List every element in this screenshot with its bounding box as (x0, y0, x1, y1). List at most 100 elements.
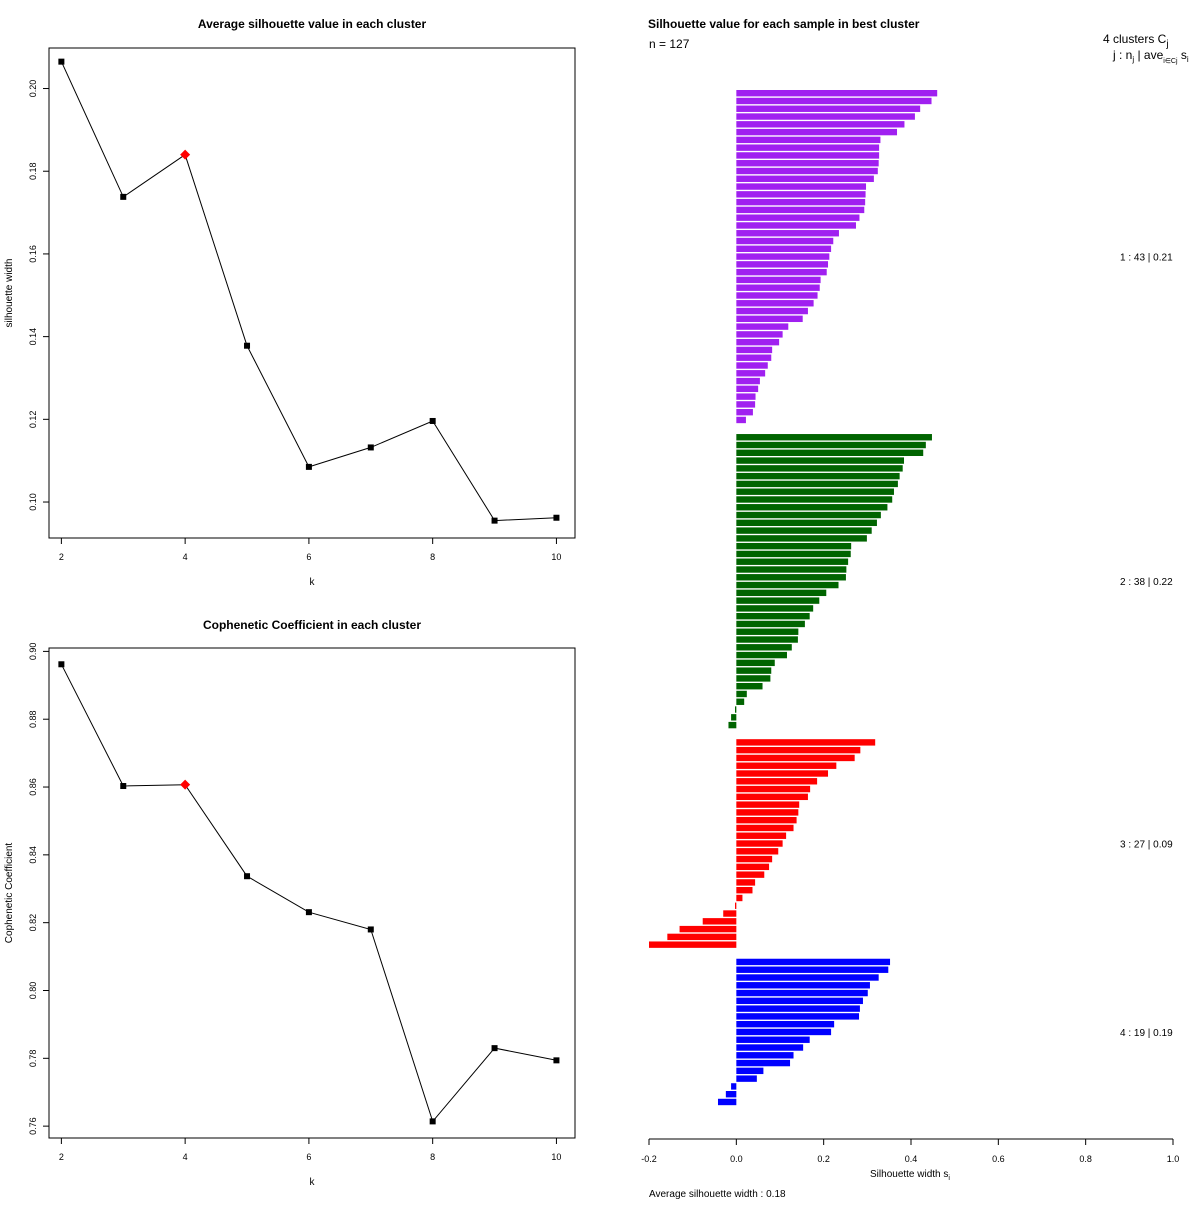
cluster-1-bar (736, 90, 938, 97)
avg-silhouette-x-tick-label: 8 (430, 552, 435, 562)
cophenetic-series (58, 661, 560, 1125)
avg-silhouette-x-tick-label: 6 (306, 552, 311, 562)
cluster-2-bar (736, 659, 775, 667)
avg-silhouette-point (491, 517, 498, 524)
cluster-4-bar (736, 997, 863, 1005)
cluster-3-bar (736, 770, 829, 777)
cluster-1-bar (736, 292, 818, 299)
cluster-3-bar (736, 887, 753, 894)
silhouette-xlabel-main: Silhouette width s (870, 1169, 948, 1180)
cluster-3-bar (667, 933, 737, 941)
cluster-1-bar (736, 222, 856, 229)
cluster-1-bar (736, 408, 753, 416)
cluster-1-bar (736, 362, 768, 369)
cluster-2-bar (736, 620, 805, 628)
cluster-1-bar (736, 113, 915, 120)
silhouette-x-tick-label: -0.2 (641, 1154, 657, 1164)
cluster-1-bar (736, 175, 874, 182)
average-silhouette-width: Average silhouette width : 0.18 (649, 1189, 786, 1200)
cluster-2-bar (736, 675, 771, 682)
cluster-3-bar (736, 840, 783, 847)
cluster-4-bar (736, 1052, 794, 1059)
cluster-2-bar (736, 651, 787, 659)
silhouette-x-tick-label: 0.6 (992, 1154, 1005, 1164)
cluster-3-bar (702, 918, 737, 925)
cluster-1-bar (736, 230, 839, 237)
cluster-1-bar (736, 416, 746, 424)
avg-silhouette-point (58, 58, 65, 65)
cluster-1-bar (736, 183, 867, 190)
cluster-1-bar (736, 245, 832, 252)
cluster-3-bar (736, 762, 837, 769)
cluster-2-bar (736, 472, 900, 480)
cluster-3-bar (736, 871, 765, 878)
cluster-2-bar (736, 542, 852, 550)
clusters-header-sub: j (1165, 39, 1168, 50)
cluster-2-bar (736, 558, 849, 565)
clusters-header-line2: j : nj | avei∈Cj si (1112, 48, 1189, 65)
avg-silhouette-x-tick-label: 10 (551, 552, 561, 562)
cluster-1-bar (736, 152, 880, 159)
cluster-3-bar (736, 824, 794, 832)
clusters-header-line2-sub2: i∈Cj (1163, 58, 1178, 65)
cluster-1-bar (736, 401, 756, 408)
cluster-3-bar (736, 855, 773, 863)
cluster-2-bar (736, 574, 846, 581)
cluster-labels: 1 : 43 | 0.21 2 : 38 | 0.22 3 : 27 | 0.09 4… (1120, 253, 1173, 1039)
cophenetic-point (120, 783, 127, 790)
cluster-4-bar (736, 966, 889, 973)
silhouette-panel: Silhouette value for each sample in best… (641, 17, 1189, 1200)
cluster-2-bar (736, 457, 905, 464)
clusters-header-line2-a: j : n (1112, 48, 1132, 62)
clusters-header-main: 4 clusters C (1103, 32, 1167, 46)
cluster-3-bar (736, 754, 855, 762)
cophenetic-point (58, 661, 65, 668)
avg-silhouette-best-k-point (180, 149, 191, 160)
cluster-3-bar (736, 879, 756, 886)
cluster-3-bar (736, 832, 787, 839)
cluster-3-label: 3 : 27 | 0.09 (1120, 840, 1173, 851)
cluster-4-bar (736, 1028, 832, 1036)
cluster-2-bar (736, 504, 888, 511)
cluster-3-bar (736, 801, 800, 808)
avg-silhouette-point (244, 342, 251, 349)
avg-silhouette-point (367, 444, 374, 451)
cluster-3-bar (736, 739, 876, 746)
cluster-2-bar (736, 612, 810, 620)
cluster-1-bar (736, 377, 760, 385)
avg-silhouette-plot-box (48, 47, 576, 539)
cluster-1-bar (736, 307, 808, 315)
clusters-header-line2-c: s (1178, 48, 1187, 62)
cluster-3-bar (649, 941, 737, 948)
cluster-3-bar (736, 894, 743, 902)
cluster-3-bar (736, 863, 770, 871)
cluster-2-bar (736, 441, 926, 449)
cluster-4-bar (736, 982, 870, 989)
silhouette-bars (649, 90, 938, 1106)
silhouette-x-tick-label: 0.4 (905, 1154, 918, 1164)
avg-silhouette-y-tick-label: 0.10 (28, 493, 38, 511)
cophenetic-point (305, 909, 312, 916)
avg-silhouette-x-tick-label: 2 (59, 552, 64, 562)
avg-silhouette-point (120, 193, 127, 200)
cluster-3-bar (736, 746, 861, 754)
cluster-1-bar (736, 346, 773, 354)
cophenetic-ylabel: Cophenetic Coefficient (4, 843, 15, 944)
cluster-4-bar (736, 974, 879, 981)
cluster-1-bar (736, 268, 827, 276)
silhouette-xlabel: Silhouette width si (870, 1169, 950, 1182)
cophenetic-y-tick-label: 0.78 (28, 1050, 38, 1068)
avg-silhouette-y-tick-label: 0.16 (28, 245, 38, 263)
avg-silhouette-title: Average silhouette value in each cluster (198, 17, 427, 31)
cophenetic-panel: Cophenetic Coefficient in each cluster 2… (4, 618, 576, 1188)
cluster-4-bar (736, 989, 868, 997)
silhouette-title: Silhouette value for each sample in best… (648, 17, 920, 31)
cluster-3-bar (723, 910, 737, 917)
cluster-1-bar (736, 105, 921, 112)
cophenetic-y-tick-label: 0.88 (28, 710, 38, 728)
cluster-2-bar (736, 465, 903, 472)
cluster-2-bar (736, 628, 799, 635)
cluster-2-bar (728, 721, 737, 729)
cluster-1-bar (736, 128, 898, 136)
avg-silhouette-point (429, 417, 436, 424)
